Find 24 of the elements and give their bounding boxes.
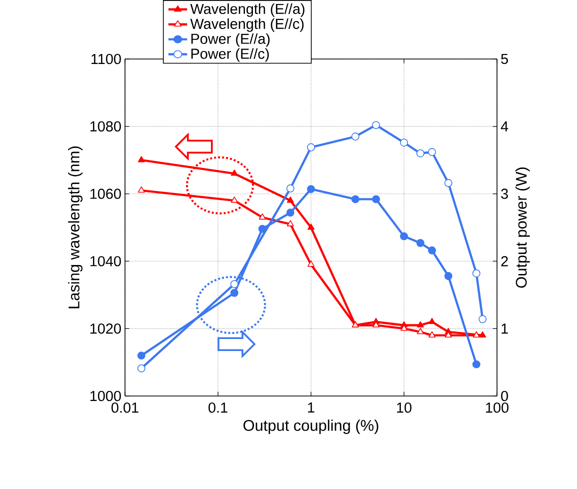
x-tick-label: 0.1	[208, 402, 228, 413]
y2-tick-label: 1	[502, 324, 508, 334]
y-axis-title: Lasing wavelength (nm)	[68, 146, 82, 308]
x-tick-label: 10	[397, 402, 412, 413]
x-axis-title: Output coupling (%)	[243, 420, 378, 434]
y2-tick-label: 5	[501, 54, 508, 64]
y2-tick-label: 4	[500, 121, 508, 132]
y2-axis-title: Output power (W)	[515, 168, 530, 288]
y-tick-label: 1080	[90, 121, 121, 132]
y-tick-label: 1060	[90, 188, 121, 199]
legend-label: Wavelength (E//c)	[190, 18, 304, 32]
legend-label: Wavelength (E//a)	[190, 3, 304, 17]
legend-label: Power (E//c)	[191, 48, 269, 62]
x-tick-label: 100	[486, 402, 508, 413]
y-tick-label: 1020	[90, 323, 121, 334]
legend-label: Power (E//a)	[191, 33, 270, 47]
y2-tick-label: 0	[501, 390, 508, 402]
y2-tick-label: 3	[501, 188, 508, 199]
x-tick-label: 1	[308, 402, 314, 412]
y-tick-label: 1000	[90, 390, 121, 402]
y-tick-label: 1100	[92, 54, 121, 64]
y-tick-label: 1040	[90, 256, 121, 266]
x-tick-label: 0.01	[112, 402, 138, 413]
y2-tick-label: 2	[501, 256, 508, 266]
